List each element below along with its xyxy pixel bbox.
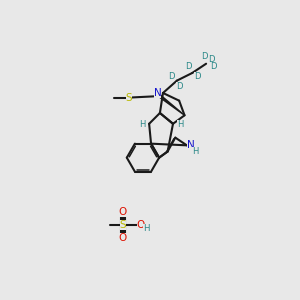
Text: D: D xyxy=(176,82,182,91)
Text: N: N xyxy=(187,140,195,150)
Text: N: N xyxy=(154,88,161,98)
Text: O: O xyxy=(119,233,127,243)
Text: D: D xyxy=(194,71,201,80)
Text: D: D xyxy=(201,52,208,61)
Text: S: S xyxy=(126,93,132,103)
Text: D: D xyxy=(185,62,192,71)
Text: H: H xyxy=(177,120,183,129)
Text: O: O xyxy=(119,207,127,217)
Text: D: D xyxy=(210,62,216,71)
Text: D: D xyxy=(168,72,175,81)
Text: H: H xyxy=(143,224,149,233)
Text: H: H xyxy=(139,120,146,129)
Text: O: O xyxy=(136,220,145,230)
Polygon shape xyxy=(159,95,184,115)
Text: D: D xyxy=(208,56,215,64)
Text: S: S xyxy=(120,220,126,230)
Text: H: H xyxy=(192,147,199,156)
